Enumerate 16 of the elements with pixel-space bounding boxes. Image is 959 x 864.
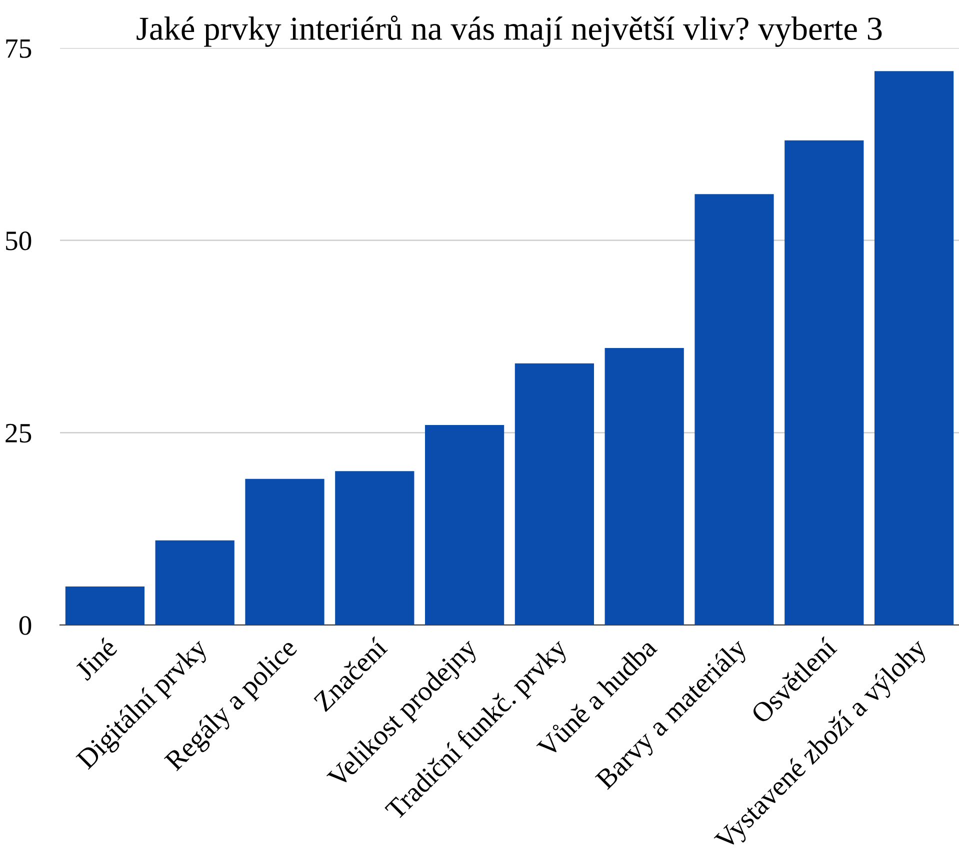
bar bbox=[874, 71, 954, 625]
bar bbox=[784, 140, 864, 625]
bar bbox=[245, 478, 324, 625]
y-tick-label: 0 bbox=[19, 616, 32, 635]
y-tick-label: 25 bbox=[6, 424, 32, 443]
bar bbox=[335, 471, 414, 625]
chart-title: Jaké prvky interiérů na vás mají největší vliv? vyberte 3 bbox=[136, 16, 882, 47]
bar bbox=[514, 363, 594, 625]
bar bbox=[604, 348, 684, 625]
bar bbox=[65, 586, 145, 625]
x-tick-label: Jiné bbox=[74, 636, 118, 682]
bar bbox=[694, 194, 774, 625]
y-tick-label: 75 bbox=[6, 39, 32, 58]
y-tick-label: 50 bbox=[6, 232, 32, 250]
bar bbox=[155, 540, 234, 625]
bar bbox=[424, 424, 504, 625]
